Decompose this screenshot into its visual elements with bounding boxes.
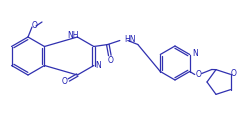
Text: O: O: [62, 78, 68, 87]
Text: N: N: [193, 49, 199, 58]
Text: HN: HN: [124, 35, 135, 44]
Text: O: O: [32, 21, 38, 30]
Text: NH: NH: [68, 31, 79, 41]
Text: O: O: [108, 56, 114, 65]
Text: O: O: [196, 70, 202, 79]
Text: O: O: [231, 69, 236, 78]
Text: N: N: [95, 61, 101, 70]
